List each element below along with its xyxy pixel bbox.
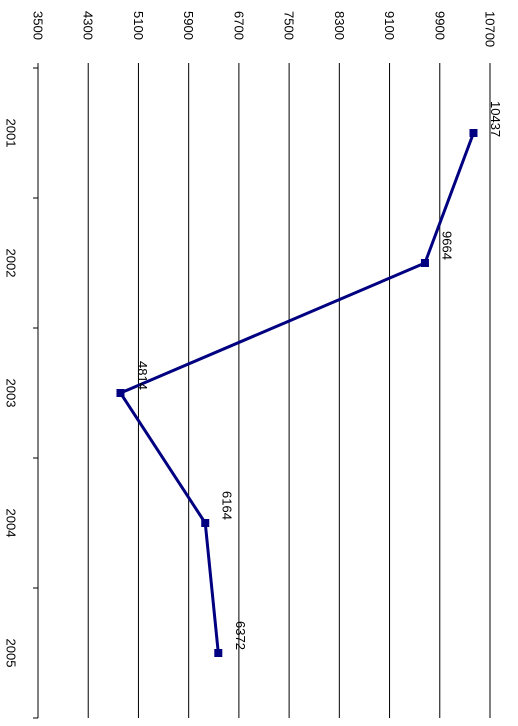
data-point-marker bbox=[469, 129, 478, 137]
value-tick-label: 9100 bbox=[382, 11, 397, 40]
axes bbox=[33, 63, 491, 719]
x-axis-tick-labels: 2001 2002 2003 2004 2005 bbox=[4, 119, 19, 668]
data-label: 6164 bbox=[220, 491, 235, 520]
y-axis-tick-labels: 3500 4300 5100 5900 6700 7500 8300 9100 9900 1070… bbox=[31, 11, 498, 47]
value-tick-label: 5900 bbox=[181, 11, 196, 40]
data-point-marker bbox=[420, 259, 429, 267]
value-tick-label: 6700 bbox=[231, 11, 246, 40]
data-point-marker bbox=[201, 519, 210, 527]
value-tick-label: 8300 bbox=[332, 11, 347, 40]
data-label: 4814 bbox=[135, 361, 150, 390]
data-label: 10437 bbox=[488, 101, 503, 137]
data-markers bbox=[116, 129, 478, 657]
data-labels: 10437 9664 4814 6164 6372 bbox=[135, 101, 503, 650]
gridlines bbox=[87, 68, 491, 718]
value-tick-label: 7500 bbox=[282, 11, 297, 40]
data-point-marker bbox=[214, 649, 223, 657]
category-tick-label: 2005 bbox=[4, 639, 19, 668]
series-line bbox=[118, 132, 475, 654]
value-tick-label: 4300 bbox=[81, 11, 96, 40]
data-label: 9664 bbox=[439, 231, 454, 260]
series-line bbox=[118, 132, 475, 654]
data-point-marker bbox=[116, 389, 125, 397]
category-tick-label: 2003 bbox=[4, 379, 19, 408]
value-tick-label: 10700 bbox=[483, 11, 498, 47]
value-tick-label: 3500 bbox=[31, 11, 46, 40]
value-tick-label: 5100 bbox=[131, 11, 146, 40]
category-tick-label: 2001 bbox=[4, 119, 19, 148]
category-tick-label: 2004 bbox=[4, 509, 19, 538]
category-tick-label: 2002 bbox=[4, 249, 19, 278]
value-tick-label: 9900 bbox=[432, 11, 447, 40]
data-label: 6372 bbox=[233, 621, 248, 650]
